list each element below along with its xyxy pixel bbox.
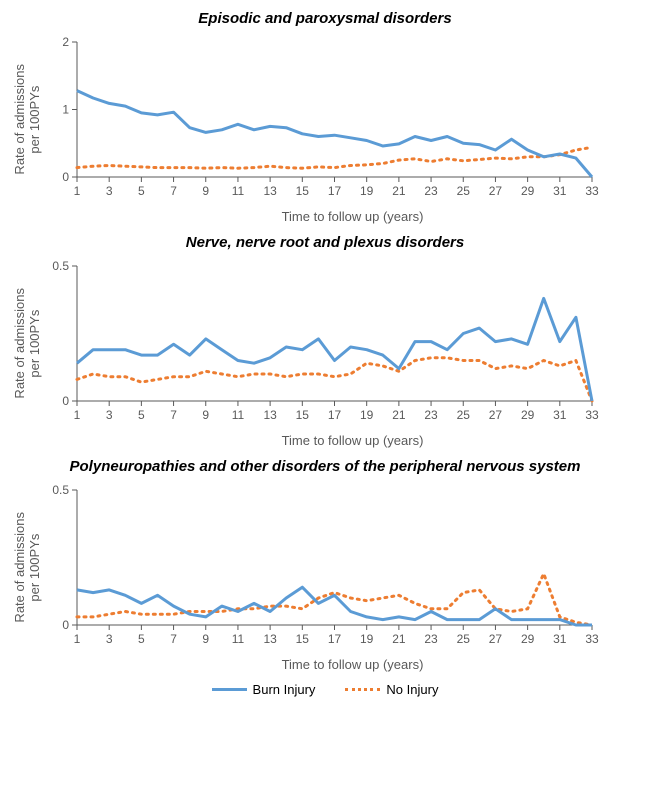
- chart-title: Nerve, nerve root and plexus disorders: [10, 234, 640, 251]
- y-tick-label: 0: [62, 618, 69, 632]
- x-tick-label: 7: [170, 408, 177, 422]
- x-tick-label: 3: [106, 632, 113, 646]
- x-tick-label: 11: [232, 184, 245, 198]
- x-tick-label: 1: [74, 408, 81, 422]
- legend: Burn Injury No Injury: [10, 682, 640, 697]
- x-tick-label: 11: [232, 632, 245, 646]
- chart-title: Polyneuropathies and other disorders of …: [10, 458, 640, 475]
- y-tick-label: 1: [62, 103, 69, 117]
- y-tick-label: 0.5: [52, 483, 69, 497]
- x-tick-label: 25: [457, 408, 471, 422]
- x-axis-label: Time to follow up (years): [65, 433, 640, 448]
- x-tick-label: 7: [170, 632, 177, 646]
- x-tick-label: 19: [360, 184, 374, 198]
- x-tick-label: 17: [328, 408, 342, 422]
- x-tick-label: 33: [585, 632, 599, 646]
- x-tick-label: 23: [424, 408, 438, 422]
- x-tick-label: 23: [424, 184, 438, 198]
- x-tick-label: 29: [521, 184, 535, 198]
- x-tick-label: 17: [328, 632, 342, 646]
- legend-item-noinjury: No Injury: [345, 682, 438, 697]
- series-burn-injury: [77, 587, 592, 625]
- x-tick-label: 1: [74, 184, 81, 198]
- series-burn-injury: [77, 298, 592, 401]
- chart-body: Rate of admissionsper 100PYs012135791113…: [10, 32, 640, 207]
- y-axis-label: Rate of admissionsper 100PYs: [10, 512, 42, 623]
- plot-area: 01213579111315171921232527293133: [42, 32, 602, 207]
- x-tick-label: 1: [74, 632, 81, 646]
- x-tick-label: 33: [585, 408, 599, 422]
- legend-item-burn: Burn Injury: [212, 682, 316, 697]
- x-tick-label: 13: [263, 408, 277, 422]
- y-tick-label: 0.5: [52, 259, 69, 273]
- x-tick-label: 11: [232, 408, 245, 422]
- x-tick-label: 13: [263, 632, 277, 646]
- x-tick-label: 27: [489, 408, 503, 422]
- x-tick-label: 19: [360, 632, 374, 646]
- x-tick-label: 3: [106, 408, 113, 422]
- series-no-injury: [77, 574, 592, 625]
- x-tick-label: 25: [457, 184, 471, 198]
- chart-title: Episodic and paroxysmal disorders: [10, 10, 640, 27]
- y-tick-label: 0: [62, 170, 69, 184]
- x-tick-label: 21: [392, 632, 406, 646]
- x-tick-label: 9: [202, 632, 209, 646]
- x-tick-label: 27: [489, 184, 503, 198]
- legend-swatch-noinjury: [345, 688, 380, 691]
- y-axis-label: Rate of admissionsper 100PYs: [10, 288, 42, 399]
- legend-label-noinjury: No Injury: [386, 682, 438, 697]
- x-tick-label: 19: [360, 408, 374, 422]
- series-no-injury: [77, 358, 592, 401]
- x-tick-label: 31: [553, 184, 567, 198]
- x-tick-label: 3: [106, 184, 113, 198]
- series-burn-injury: [77, 91, 592, 177]
- chart-svg: 00.513579111315171921232527293133: [42, 480, 602, 650]
- x-tick-label: 15: [296, 408, 310, 422]
- x-tick-label: 13: [263, 184, 277, 198]
- x-tick-label: 5: [138, 408, 145, 422]
- x-axis-label: Time to follow up (years): [65, 209, 640, 224]
- x-tick-label: 33: [585, 184, 599, 198]
- chart-panel: Nerve, nerve root and plexus disorders Ra…: [10, 234, 640, 448]
- x-tick-label: 25: [457, 632, 471, 646]
- x-tick-label: 7: [170, 184, 177, 198]
- x-tick-label: 15: [296, 632, 310, 646]
- x-tick-label: 29: [521, 408, 535, 422]
- x-tick-label: 15: [296, 184, 310, 198]
- y-tick-label: 0: [62, 394, 69, 408]
- chart-body: Rate of admissionsper 100PYs00.513579111…: [10, 480, 640, 655]
- chart-svg: 01213579111315171921232527293133: [42, 32, 602, 202]
- chart-panel: Episodic and paroxysmal disorders Rate of…: [10, 10, 640, 224]
- chart-svg: 00.513579111315171921232527293133: [42, 256, 602, 426]
- x-tick-label: 5: [138, 632, 145, 646]
- x-tick-label: 5: [138, 184, 145, 198]
- y-tick-label: 2: [62, 35, 69, 49]
- plot-area: 00.513579111315171921232527293133: [42, 256, 602, 431]
- legend-label-burn: Burn Injury: [253, 682, 316, 697]
- y-axis-label: Rate of admissionsper 100PYs: [10, 64, 42, 175]
- x-tick-label: 9: [202, 184, 209, 198]
- x-axis-label: Time to follow up (years): [65, 657, 640, 672]
- series-no-injury: [77, 147, 592, 168]
- x-tick-label: 31: [553, 408, 567, 422]
- chart-body: Rate of admissionsper 100PYs00.513579111…: [10, 256, 640, 431]
- x-tick-label: 17: [328, 184, 342, 198]
- chart-panel: Polyneuropathies and other disorders of …: [10, 458, 640, 672]
- x-tick-label: 29: [521, 632, 535, 646]
- x-tick-label: 23: [424, 632, 438, 646]
- x-tick-label: 31: [553, 632, 567, 646]
- legend-swatch-burn: [212, 688, 247, 691]
- x-tick-label: 9: [202, 408, 209, 422]
- plot-area: 00.513579111315171921232527293133: [42, 480, 602, 655]
- x-tick-label: 27: [489, 632, 503, 646]
- x-tick-label: 21: [392, 408, 406, 422]
- x-tick-label: 21: [392, 184, 406, 198]
